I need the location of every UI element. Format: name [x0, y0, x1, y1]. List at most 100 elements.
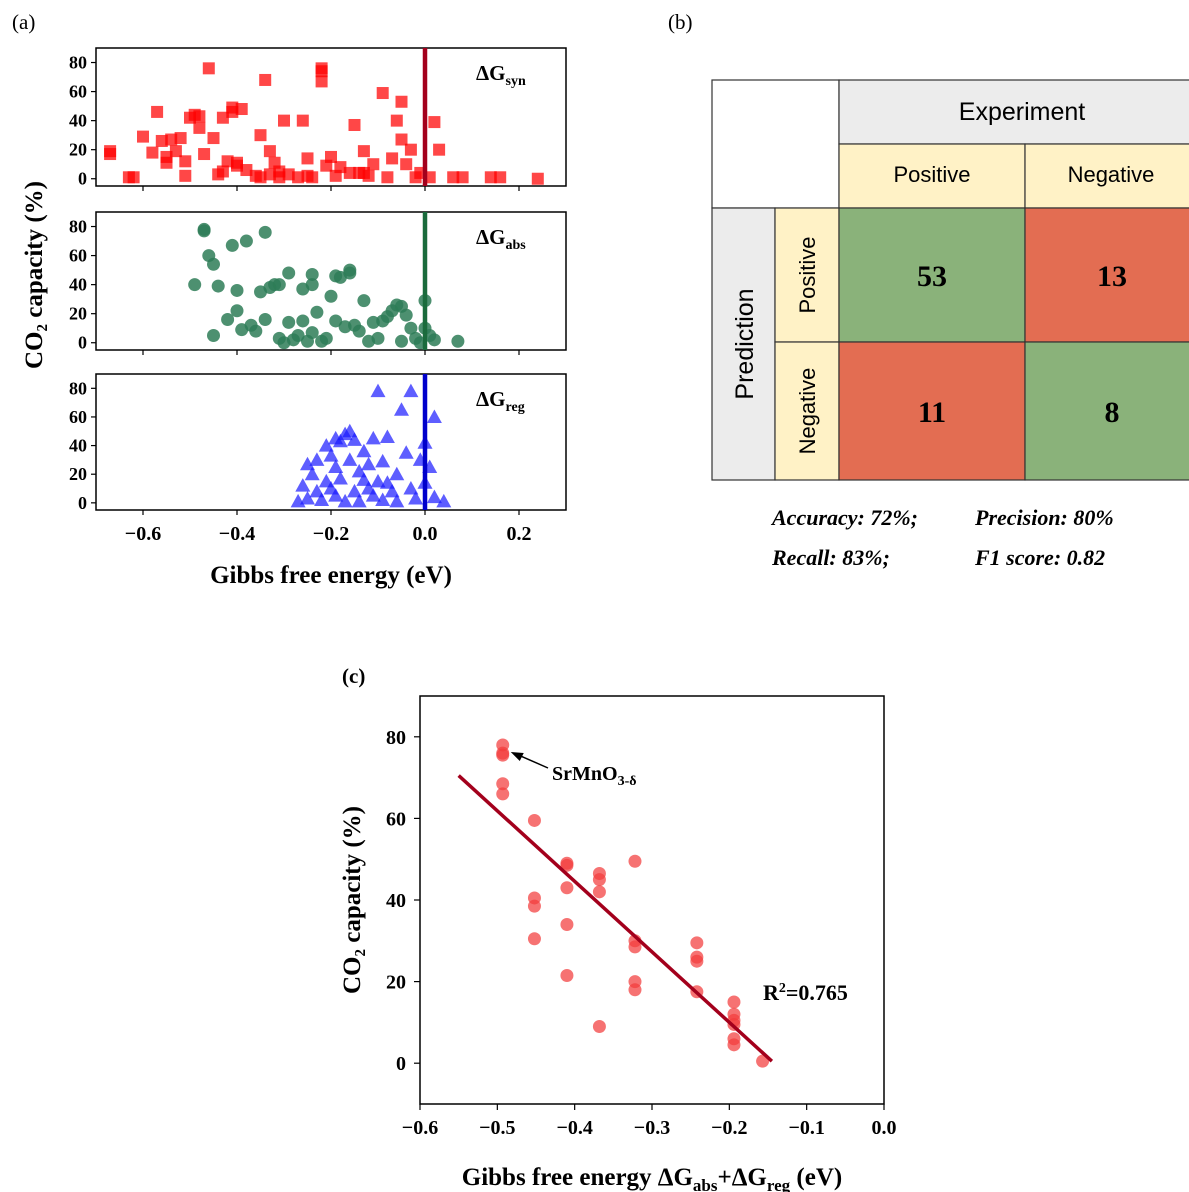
- y-tick-label-reg: 20: [69, 464, 87, 484]
- annotation-base: ΔG: [476, 387, 506, 411]
- data-point-reg: [351, 463, 367, 478]
- data-point-reg: [309, 452, 325, 466]
- data-point-syn: [193, 110, 206, 123]
- data-point-syn: [484, 171, 497, 184]
- data-point-abs: [399, 308, 413, 322]
- data-point-c: [560, 858, 574, 872]
- data-point-reg: [365, 430, 381, 445]
- data-point-abs: [207, 257, 220, 271]
- plot-frame-c: [419, 695, 885, 1105]
- data-point-syn: [325, 150, 337, 163]
- experiment-header: Experiment: [959, 98, 1085, 126]
- x-tick-label-c: −0.2: [711, 1117, 747, 1139]
- data-point-syn: [198, 148, 211, 161]
- data-point-syn: [169, 145, 182, 158]
- data-point-syn: [334, 161, 347, 174]
- y-tick-label-abs: 60: [69, 246, 87, 266]
- data-point-abs: [319, 331, 333, 345]
- col-header-negative-cell: [1024, 143, 1189, 209]
- data-point-syn: [165, 133, 178, 146]
- data-point-abs: [305, 326, 319, 340]
- x-tick-label-c: −0.5: [479, 1117, 515, 1139]
- data-point-syn: [193, 121, 206, 134]
- row-header-negative-cell: [774, 341, 840, 481]
- data-point-abs: [451, 334, 465, 348]
- data-point-reg: [361, 456, 377, 471]
- y-tick-label-syn: 60: [69, 82, 87, 102]
- panel-label-a: (a): [12, 10, 35, 34]
- experiment-header-cell: [838, 79, 1189, 145]
- data-point-reg: [375, 492, 391, 506]
- data-point-c: [560, 917, 574, 931]
- row-header-positive-cell: [774, 207, 840, 343]
- panel-c-x-axis-label: Gibbs free energy ΔGabs+ΔGreg (eV): [462, 1164, 842, 1192]
- data-point-abs: [211, 279, 225, 293]
- panel-c-y-axis-label: CO₂ capacity (%): [339, 806, 366, 994]
- data-point-reg: [347, 432, 362, 446]
- data-point-abs: [221, 312, 235, 326]
- data-point-reg: [347, 483, 362, 498]
- annotation-subscript: abs: [506, 238, 527, 253]
- x-tick-label-reg: 0.0: [413, 523, 438, 545]
- data-point-c: [527, 813, 541, 827]
- data-point-c: [628, 983, 642, 997]
- stacked-panel-syn: 0 20 40 60 80 ΔGsyn: [69, 47, 567, 191]
- data-point-syn: [240, 164, 253, 177]
- data-point-reg: [356, 472, 372, 486]
- annotation-base: ΔG: [476, 61, 506, 85]
- value-false-positive: 13: [1097, 260, 1127, 293]
- y-tick-label-reg: 80: [69, 378, 87, 398]
- data-point-syn: [259, 73, 272, 86]
- data-point-syn: [390, 114, 403, 127]
- data-point-c: [592, 885, 606, 899]
- annotation-srmno3: SrMnO3-δ: [552, 763, 637, 789]
- data-point-abs: [352, 324, 366, 338]
- panel-a-x-axis-label: Gibbs free energy (eV): [210, 562, 452, 589]
- data-point-abs: [258, 225, 272, 239]
- regression-plot: −0.6 −0.5 −0.4 −0.3 −0.2 −0.1 0.0 0 20 40 60 80 SrMn…: [386, 695, 897, 1139]
- x-tick-label-c: −0.3: [634, 1117, 670, 1139]
- x-tick-label-c: −0.4: [556, 1117, 592, 1139]
- metric-recall: Recall: 83%;: [771, 545, 890, 570]
- data-point-syn: [531, 172, 544, 185]
- data-point-reg: [436, 493, 452, 508]
- data-point-syn: [343, 166, 356, 179]
- data-point-reg: [403, 383, 419, 398]
- data-point-abs: [296, 314, 310, 328]
- data-point-syn: [428, 116, 441, 129]
- y-tick-label-syn: 0: [78, 169, 87, 189]
- data-point-abs: [305, 267, 319, 281]
- data-point-syn: [306, 171, 319, 184]
- annotation-arrow-head: [510, 752, 524, 762]
- data-point-syn: [395, 95, 408, 108]
- data-point-reg: [342, 452, 358, 466]
- annotation-arrow-shaft: [520, 755, 549, 769]
- data-point-c: [727, 995, 741, 1009]
- data-point-abs: [239, 234, 253, 248]
- data-point-syn: [315, 62, 328, 75]
- r-squared-label: R2=0.765: [763, 980, 848, 1005]
- x-tick-label-c: 0.0: [872, 1117, 897, 1139]
- data-point-reg: [318, 438, 334, 452]
- annotation-base: ΔG: [476, 225, 506, 249]
- y-tick-label-c: 40: [386, 890, 406, 912]
- data-point-abs: [343, 263, 357, 277]
- value-true-negative: 8: [1105, 396, 1120, 429]
- annotation-abs: ΔGabs: [476, 225, 526, 253]
- y-tick-label-c: 20: [386, 972, 406, 994]
- data-point-abs: [395, 334, 408, 348]
- data-point-syn: [447, 171, 460, 184]
- data-point-c: [727, 1038, 741, 1052]
- data-point-abs: [291, 328, 305, 342]
- value-false-negative: 11: [918, 396, 946, 429]
- data-point-syn: [146, 146, 159, 159]
- annotation-srmno3-base: SrMnO: [552, 763, 618, 785]
- data-point-syn: [362, 169, 375, 182]
- data-point-syn: [202, 62, 215, 75]
- data-point-abs: [427, 333, 441, 347]
- data-point-syn: [273, 171, 286, 184]
- data-point-abs: [282, 266, 296, 280]
- data-point-syn: [231, 156, 243, 169]
- y-tick-label-abs: 40: [69, 275, 87, 295]
